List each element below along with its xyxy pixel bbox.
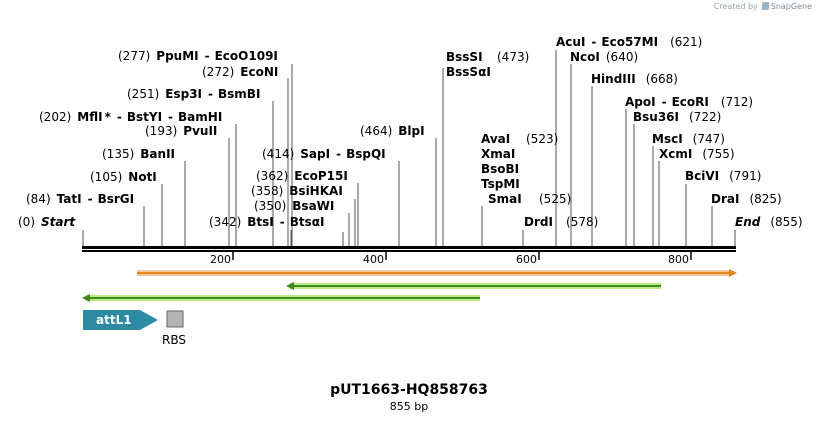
site-smai: SmaI — [488, 192, 522, 206]
credit-prefix: Created by — [713, 2, 758, 11]
site-noti: (105) NotI — [90, 170, 157, 184]
site-msci: MscI (747) — [652, 132, 725, 146]
site-btsi: (342) BtsI - BtsαI — [209, 215, 325, 229]
site-tati: (84) TatI - BsrGI — [26, 192, 134, 206]
site-drdi-pos: (525) — [539, 192, 571, 206]
site-hindiii: HindIII (668) — [591, 72, 678, 86]
orf-arrow-3-head — [82, 294, 90, 302]
orf-arrow-1-head — [729, 269, 737, 277]
site-avai: AvaI — [481, 132, 510, 146]
site-acui: AcuI - Eco57MI (621) — [556, 35, 702, 49]
site-ppumi: (277) PpuMI - EcoO109I — [118, 49, 278, 63]
site-bsssai: BssSαI — [446, 65, 491, 79]
ruler-label-200: 200 — [210, 253, 231, 266]
site-drdi: DrdI — [524, 215, 553, 229]
ruler: 200 400 600 800 — [210, 252, 692, 266]
orf-arrow-2-head — [286, 282, 294, 290]
site-banii: (135) BanII — [102, 147, 175, 161]
site-pvuii: (193) PvuII — [145, 124, 217, 138]
ruler-label-800: 800 — [668, 253, 689, 266]
ruler-label-400: 400 — [363, 253, 384, 266]
site-esp3i: (251) Esp3I - BsmBI — [127, 87, 260, 101]
leader-lines — [82, 50, 736, 246]
site-ecop15i: (362) EcoP15I — [256, 169, 348, 183]
feature-attl1: attL1 — [83, 310, 158, 330]
feature-attl1-label: attL1 — [96, 313, 132, 327]
plasmid-name: pUT1663-HQ858763 — [330, 382, 488, 398]
site-ncoi: NcoI (640) — [570, 50, 638, 64]
site-xcmi: XcmI (755) — [659, 147, 735, 161]
site-bcivi: BciVI (791) — [685, 169, 761, 183]
site-mfli: (202) MflI * - BstYI - BamHI — [39, 110, 222, 124]
feature-rbs-label: RBS — [162, 333, 186, 347]
ruler-label-600: 600 — [516, 253, 537, 266]
site-drai: DraI (825) — [711, 192, 782, 206]
site-end: End (855) — [735, 215, 803, 229]
snapgene-logo-icon — [761, 2, 769, 10]
orf-arrows — [82, 269, 737, 302]
site-bsssi: BssSI — [446, 50, 483, 64]
site-blpi: (464) BlpI — [360, 124, 425, 138]
snapgene-credit: Created by SnapGene — [714, 2, 812, 11]
feature-rbs: RBS — [162, 310, 186, 347]
plasmid-length: 855 bp — [389, 400, 429, 413]
site-start: (0) Start — [18, 215, 76, 229]
dna-backbone — [82, 246, 736, 252]
site-tspmi: TspMI — [481, 177, 520, 191]
credit-brand: SnapGene — [770, 2, 812, 11]
site-bsihkai: (358) BsiHKAI — [251, 184, 343, 198]
site-econi: (272) EcoNI — [202, 65, 278, 79]
site-bsssi-pos: (473) — [497, 50, 529, 64]
site-sapi: (414) SapI - BspQI — [262, 147, 386, 161]
site-bsu36i: Bsu36I (722) — [633, 110, 721, 124]
site-labels: (0) Start (84) TatI - BsrGI (105) NotI (135) B… — [18, 35, 803, 229]
site-avai-pos: (523) — [526, 132, 558, 146]
site-bsawi: (350) BsaWI — [254, 199, 334, 213]
site-578-pos: (578) — [566, 215, 598, 229]
site-bsobi: BsoBI — [481, 162, 519, 176]
site-apoi: ApoI - EcoRI (712) — [625, 95, 753, 109]
site-xmai: XmaI — [481, 147, 515, 161]
